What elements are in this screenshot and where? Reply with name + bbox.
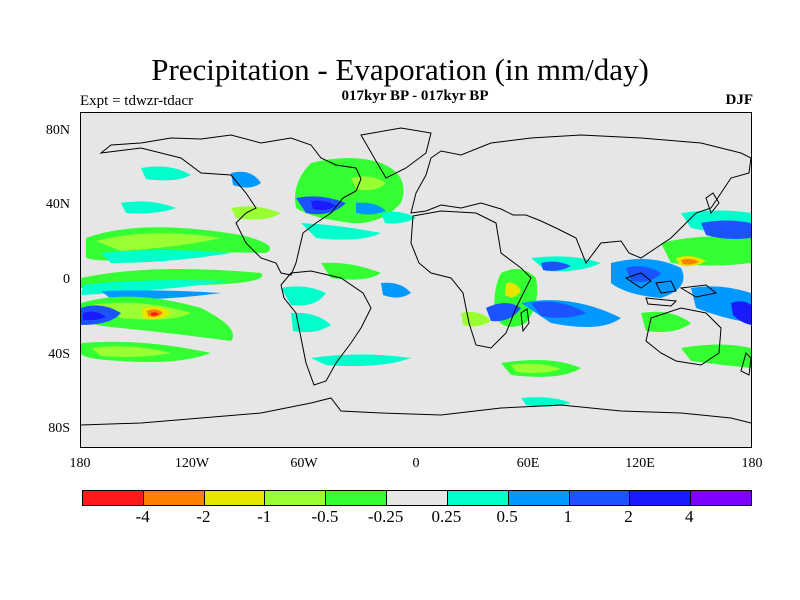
colorbar-label: 2 [624,507,633,526]
x-tick-label: 120E [625,456,655,471]
colorbar-label: -0.5 [311,507,339,526]
x-tick-label: 60W [290,456,318,471]
colorbar-swatch [143,491,205,505]
colorbar-label: -1 [257,507,272,526]
colorbar-label: -0.25 [367,507,404,526]
colorbar-label: 4 [685,507,694,526]
pe-anomaly-field [81,158,751,407]
season-label: DJF [725,92,754,108]
colorbar-swatch [691,491,751,505]
colorbar-swatch [630,491,692,505]
y-tick-label: 80S [48,421,70,437]
colorbar-swatch [447,491,509,505]
map-plot [81,127,751,426]
y-tick-label: 0 [63,272,70,287]
colorbar-label: -2 [196,507,211,526]
y-tick-label: 80N [45,122,70,138]
x-tick-label: 0 [412,456,420,471]
colorbar-swatch [326,491,388,505]
x-tick-label: 180 [69,456,91,471]
colorbar-swatch [569,491,631,505]
chart-title: Precipitation - Evaporation (in mm/day) [151,52,649,87]
colorbar-swatch [508,491,570,505]
colorbar-swatch [204,491,266,505]
y-tick-label: 40N [45,197,70,213]
experiment-label: Expt = tdwzr-tdacr [80,93,194,109]
colorbar [82,490,752,506]
colorbar-label: 0.25 [431,507,462,526]
chart-subtitle: 017kyr BP - 017kyr BP [341,88,489,104]
colorbar-label: -4 [135,507,150,526]
x-tick-label: 180 [741,456,763,471]
x-tick-label: 120W [174,456,210,471]
colorbar-label: 1 [563,507,573,526]
map-panel [80,112,752,448]
coastlines [81,127,751,426]
colorbar-swatch [83,491,144,505]
colorbar-swatch [265,491,327,505]
y-tick-label: 40S [48,346,70,362]
x-tick-label: 60E [516,456,540,471]
colorbar-swatch [387,491,448,505]
colorbar-label: 0.5 [496,507,518,526]
